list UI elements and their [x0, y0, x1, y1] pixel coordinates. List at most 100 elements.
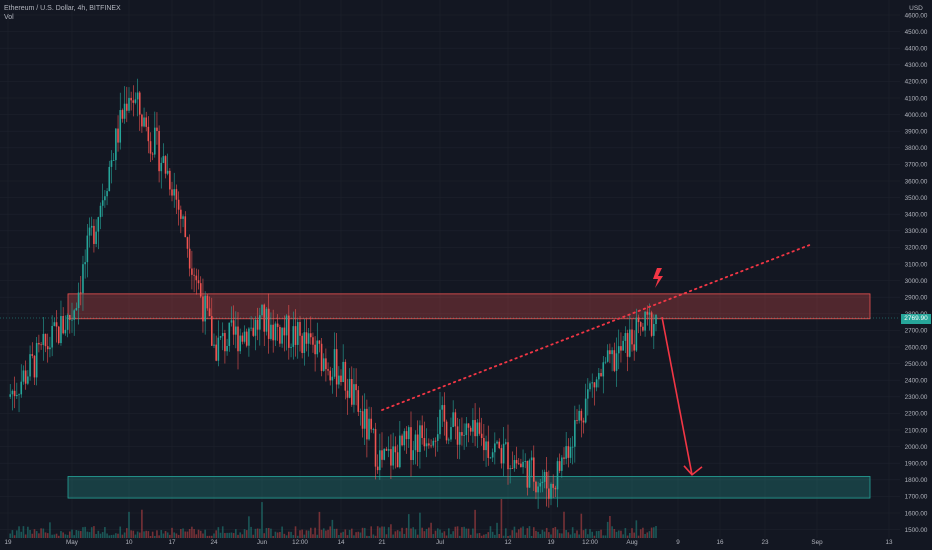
candle-body — [90, 225, 93, 228]
candle-body — [68, 314, 71, 320]
lightning-icon[interactable] — [653, 268, 663, 288]
volume-bar — [285, 535, 288, 538]
price-tick-label: 4500.00 — [905, 29, 928, 36]
price-tick-label: 4100.00 — [905, 95, 928, 102]
volume-bar — [372, 534, 375, 538]
candle-body — [633, 344, 635, 351]
volume-bar — [318, 511, 321, 538]
volume-bar — [465, 528, 468, 538]
candle-body — [166, 170, 169, 174]
volume-indicator-label[interactable]: Vol — [4, 14, 14, 21]
volume-bar — [141, 509, 143, 538]
volume-bar — [248, 516, 250, 538]
candle-body — [329, 370, 332, 381]
candle-body — [35, 342, 38, 378]
volume-bar — [507, 535, 509, 538]
volume-bar — [184, 531, 187, 538]
volume-bar — [533, 527, 535, 538]
volume-bar — [158, 535, 160, 538]
candle-body — [296, 322, 299, 345]
volume-bar — [53, 534, 56, 538]
candle-body — [528, 460, 531, 488]
volume-bar — [578, 534, 580, 538]
volume-bar — [387, 527, 390, 538]
dotted-trendline[interactable] — [381, 243, 813, 411]
candle-body — [173, 189, 176, 196]
candle-body — [485, 441, 487, 451]
volume-bar — [239, 532, 241, 538]
candle-body — [639, 322, 642, 327]
candle-body — [574, 420, 576, 447]
volume-bar — [376, 526, 379, 538]
volume-bar — [171, 527, 173, 538]
volume-bar — [650, 527, 653, 538]
volume-bar — [548, 532, 550, 538]
candle-body — [469, 427, 472, 432]
volume-bar — [366, 535, 368, 538]
volume-bar — [346, 535, 349, 538]
volume-bar — [132, 530, 135, 538]
volume-bar — [432, 534, 435, 538]
time-axis[interactable]: 19 May 10 17 24 Jun 12:00 14 21 Jul 12 19 12:00 Aug 9 1… — [4, 539, 893, 546]
volume-bar — [73, 535, 75, 538]
volume-bar — [558, 533, 561, 538]
candle-body — [423, 437, 426, 447]
candle-body — [112, 160, 115, 161]
candle-body — [224, 333, 226, 352]
volume-bar — [480, 535, 483, 538]
price-axis[interactable]: USD 4600.00 4500.00 4400.00 4300.00 4200.00 4… — [905, 5, 928, 534]
candle-body — [57, 326, 60, 344]
volume-bar — [485, 534, 487, 538]
volume-bar — [530, 535, 533, 538]
volume-bar — [195, 534, 198, 538]
candle-body — [193, 274, 195, 276]
symbol-title[interactable]: Ethereum / U.S. Dollar, 4h, BITFINEX — [4, 5, 121, 12]
volume-bar — [62, 532, 64, 538]
volume-bar — [626, 535, 629, 538]
candle-body — [288, 315, 290, 348]
volume-bar — [604, 535, 607, 538]
candle-body — [359, 411, 362, 413]
projection-arrow[interactable] — [661, 316, 693, 475]
volume-bar — [556, 529, 559, 538]
candle-body — [390, 449, 392, 466]
candle-body — [454, 412, 457, 427]
support-zone[interactable] — [67, 476, 871, 499]
resistance-zone[interactable] — [67, 293, 871, 320]
price-zones[interactable] — [67, 293, 871, 499]
time-tick-label: 12:00 — [292, 539, 308, 546]
price-tick-label: 1900.00 — [905, 461, 928, 468]
price-tick-label: 4600.00 — [905, 12, 928, 19]
volume-bar — [101, 532, 104, 538]
candle-body — [239, 335, 241, 352]
candle-body — [93, 225, 95, 244]
volume-bar — [156, 530, 158, 538]
volume-bar — [228, 532, 231, 538]
candle-body — [18, 394, 20, 396]
candle-body — [517, 463, 520, 465]
candle-body — [104, 196, 106, 201]
candle-body — [363, 408, 366, 429]
annotations[interactable] — [381, 243, 813, 476]
price-tick-label: 2000.00 — [905, 444, 928, 451]
volume-bar — [436, 528, 439, 538]
volume-bar — [177, 534, 180, 538]
volume-bar — [509, 535, 511, 538]
volume-bar — [256, 528, 259, 538]
candle-body — [55, 322, 58, 327]
candle-body — [66, 314, 69, 330]
volume-bar — [154, 535, 156, 538]
volume-bar — [316, 534, 319, 538]
candle-body — [169, 170, 171, 190]
candle-body — [416, 434, 419, 452]
candle-body — [204, 295, 206, 322]
volume-bar — [71, 529, 73, 538]
currency-label: USD — [909, 5, 923, 12]
volume-bar — [162, 533, 165, 538]
price-tick-label: 3900.00 — [905, 129, 928, 136]
candle-body — [217, 337, 220, 361]
price-tick-label: 2100.00 — [905, 427, 928, 434]
volume-bar — [628, 532, 631, 538]
